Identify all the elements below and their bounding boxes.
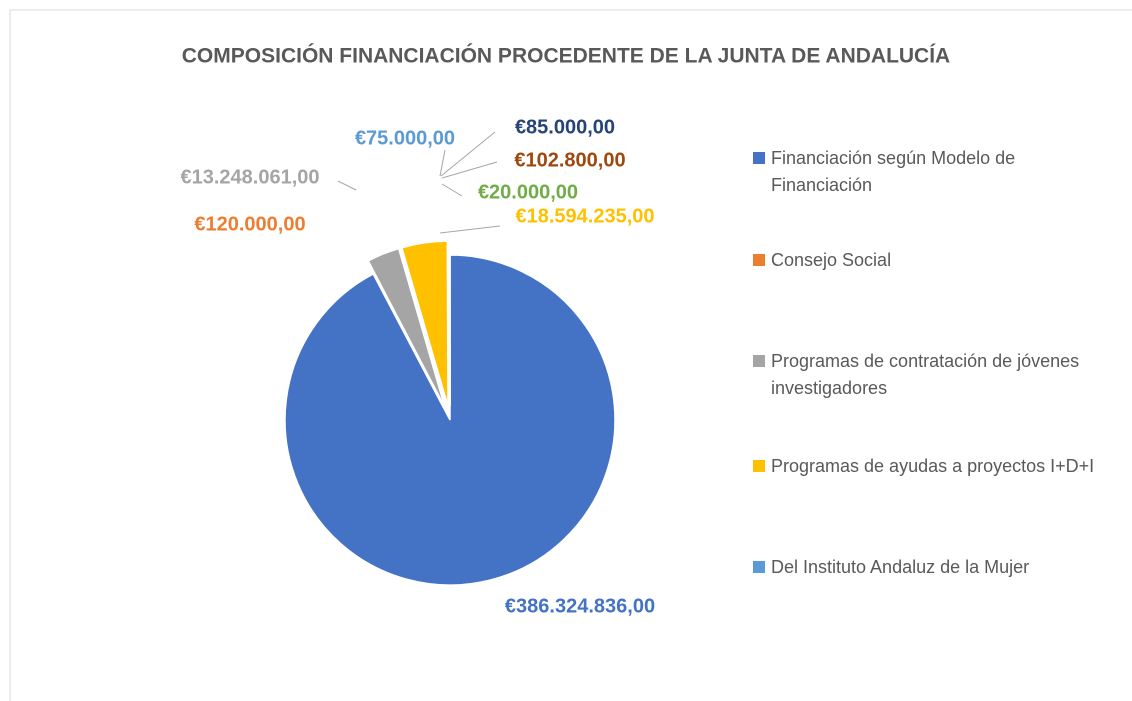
pie-slice xyxy=(365,260,445,408)
legend-entry: Programas de ayudas a proyectos I+D+I xyxy=(753,453,1121,480)
pie-slice xyxy=(284,254,616,586)
leader-line xyxy=(441,161,498,179)
legend-swatch xyxy=(753,460,765,472)
leader-line xyxy=(337,180,357,191)
data-label: €85.000,00 xyxy=(515,116,615,138)
legend-label: Programas de ayudas a proyectos I+D+I xyxy=(771,456,1095,476)
legend-entry: Financiación según Modelo de Financiació… xyxy=(753,145,1121,199)
legend-label: Programas de contratación de jóvenes inv… xyxy=(771,351,1080,398)
legend-swatch xyxy=(753,254,765,266)
data-label: €386.324.836,00 xyxy=(505,595,655,617)
data-label: €102.800,00 xyxy=(514,149,625,171)
leader-line xyxy=(439,149,446,177)
chart-border xyxy=(9,9,1132,701)
data-label: €20.000,00 xyxy=(478,181,578,203)
legend-label: Del Instituto Andaluz de la Mujer xyxy=(771,557,1030,577)
legend-entry: Del Instituto Andaluz de la Mujer xyxy=(753,554,1121,581)
data-label: €13.248.061,00 xyxy=(180,166,319,188)
data-label: €120.000,00 xyxy=(194,213,305,235)
legend-swatch xyxy=(753,561,765,573)
pie-slice xyxy=(367,247,446,408)
legend-swatch xyxy=(753,152,765,164)
legend-label: Consejo Social xyxy=(771,250,892,270)
leader-line xyxy=(440,131,496,177)
legend-label: Financiación según Modelo de Financiació… xyxy=(771,148,1016,195)
leader-line xyxy=(439,225,501,234)
pie-slice xyxy=(400,240,449,407)
leader-lines xyxy=(337,131,501,234)
data-label: €18.594.235,00 xyxy=(515,205,654,227)
data-label: €75.000,00 xyxy=(355,127,455,149)
leader-line xyxy=(441,183,463,197)
legend-swatch xyxy=(753,355,765,367)
chart-title: COMPOSICIÓN FINANCIACIÓN PROCEDENTE DE L… xyxy=(182,44,950,68)
legend-entry: Programas de contratación de jóvenes inv… xyxy=(753,348,1121,402)
legend-entry: Consejo Social xyxy=(753,247,1121,274)
